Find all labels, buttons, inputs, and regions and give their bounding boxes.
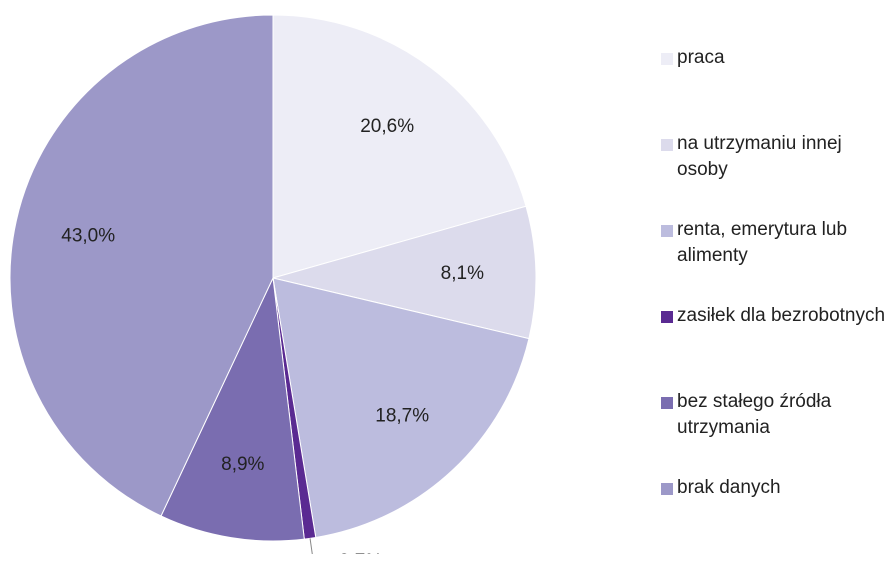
leader-line	[309, 538, 313, 554]
legend-item: praca	[661, 45, 893, 131]
chart: 20,6% 8,1% 18,7% 0,7% 8,9% 43,0%	[9, 14, 537, 554]
legend-item: bez stałego źródła utrzymania	[661, 389, 893, 475]
legend-label: bez stałego źródła utrzymania	[677, 391, 832, 438]
legend: praca na utrzymaniu innej osoby renta, eme…	[661, 45, 893, 561]
legend-item: na utrzymaniu innej osoby	[661, 131, 893, 217]
data-label: 43,0%	[61, 226, 115, 247]
pie-slice	[9, 14, 274, 517]
data-label: 20,6%	[360, 116, 414, 137]
data-label: 0,7%	[339, 551, 382, 554]
data-label: 8,9%	[221, 454, 264, 475]
legend-swatch	[661, 311, 673, 323]
legend-item: renta, emerytura lub alimenty	[661, 217, 893, 303]
legend-item: brak danych	[661, 475, 893, 561]
pie-slice	[271, 205, 537, 340]
pie-slice	[272, 277, 530, 539]
legend-item: zasiłek dla bezrobotnych	[661, 303, 893, 389]
data-label: 18,7%	[375, 405, 429, 426]
legend-label: praca	[677, 47, 725, 68]
pie-slice	[160, 276, 305, 542]
legend-swatch	[661, 483, 673, 495]
legend-label: zasiłek dla bezrobotnych	[677, 305, 886, 326]
legend-swatch	[661, 53, 673, 65]
legend-label: brak danych	[677, 477, 781, 498]
legend-swatch	[661, 139, 673, 151]
legend-swatch	[661, 225, 673, 237]
legend-label: renta, emerytura lub alimenty	[677, 219, 848, 266]
legend-label: na utrzymaniu innej osoby	[677, 133, 842, 180]
legend-swatch	[661, 397, 673, 409]
data-label: 8,1%	[441, 263, 484, 284]
pie-slice	[272, 14, 527, 279]
